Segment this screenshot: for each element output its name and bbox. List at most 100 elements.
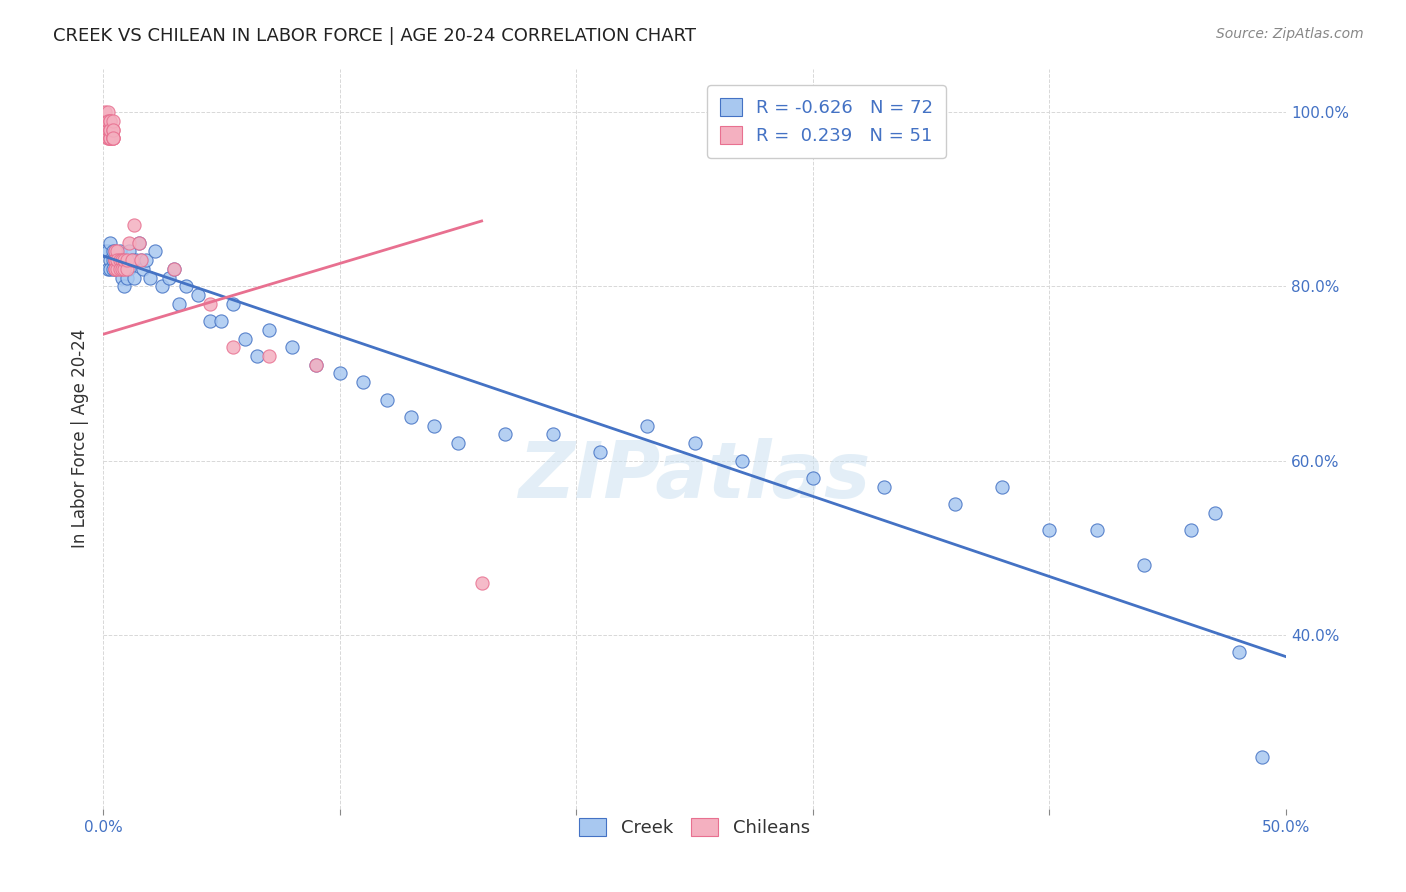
Point <box>104 244 127 259</box>
Point <box>97 105 120 120</box>
Point <box>98 122 121 136</box>
Y-axis label: In Labor Force | Age 20-24: In Labor Force | Age 20-24 <box>72 329 89 549</box>
Point <box>112 261 135 276</box>
Point <box>108 253 131 268</box>
Point <box>174 279 197 293</box>
Point <box>246 349 269 363</box>
Point <box>118 261 141 276</box>
Point <box>101 244 124 259</box>
Point <box>98 122 121 136</box>
Text: CREEK VS CHILEAN IN LABOR FORCE | AGE 20-24 CORRELATION CHART: CREEK VS CHILEAN IN LABOR FORCE | AGE 20… <box>53 27 696 45</box>
Point <box>118 244 141 259</box>
Point <box>98 261 121 276</box>
Point <box>135 253 157 268</box>
Point <box>98 253 121 268</box>
Point <box>97 113 120 128</box>
Point <box>105 253 128 268</box>
Point <box>112 279 135 293</box>
Point <box>101 122 124 136</box>
Point <box>352 375 374 389</box>
Point <box>132 261 155 276</box>
Point <box>1227 645 1250 659</box>
Point <box>101 131 124 145</box>
Point <box>1038 524 1060 538</box>
Point <box>233 332 256 346</box>
Point <box>104 261 127 276</box>
Point <box>399 410 422 425</box>
Point <box>98 131 121 145</box>
Point <box>101 113 124 128</box>
Point <box>104 261 127 276</box>
Point <box>97 244 120 259</box>
Point <box>1085 524 1108 538</box>
Point <box>115 253 138 268</box>
Point <box>94 122 117 136</box>
Point <box>163 261 186 276</box>
Point <box>187 288 209 302</box>
Point <box>589 445 612 459</box>
Point <box>112 253 135 268</box>
Point <box>108 253 131 268</box>
Point <box>105 261 128 276</box>
Point <box>101 122 124 136</box>
Legend: Creek, Chileans: Creek, Chileans <box>572 811 817 845</box>
Point <box>222 340 245 354</box>
Point <box>94 105 117 120</box>
Point <box>305 358 328 372</box>
Point <box>731 453 754 467</box>
Point <box>105 253 128 268</box>
Point <box>97 131 120 145</box>
Point <box>541 427 564 442</box>
Point <box>163 261 186 276</box>
Point <box>143 244 166 259</box>
Point <box>108 261 131 276</box>
Point <box>636 418 658 433</box>
Point <box>257 349 280 363</box>
Point <box>98 113 121 128</box>
Point <box>111 270 134 285</box>
Point <box>111 253 134 268</box>
Point <box>683 436 706 450</box>
Point <box>128 235 150 250</box>
Text: ZIPatlas: ZIPatlas <box>519 438 870 514</box>
Point <box>104 261 127 276</box>
Point <box>801 471 824 485</box>
Point <box>198 297 221 311</box>
Point <box>222 297 245 311</box>
Point <box>98 235 121 250</box>
Point <box>98 131 121 145</box>
Point <box>94 244 117 259</box>
Point <box>122 270 145 285</box>
Point <box>105 253 128 268</box>
Point <box>122 219 145 233</box>
Point <box>105 244 128 259</box>
Point <box>104 253 127 268</box>
Point <box>128 235 150 250</box>
Point <box>447 436 470 450</box>
Point <box>129 253 152 268</box>
Point <box>943 497 966 511</box>
Point <box>105 261 128 276</box>
Point <box>150 279 173 293</box>
Point <box>111 253 134 268</box>
Point <box>111 261 134 276</box>
Point <box>98 122 121 136</box>
Point <box>139 270 162 285</box>
Point <box>101 131 124 145</box>
Point <box>1204 506 1226 520</box>
Point <box>1180 524 1202 538</box>
Text: Source: ZipAtlas.com: Source: ZipAtlas.com <box>1216 27 1364 41</box>
Point <box>873 480 896 494</box>
Point <box>257 323 280 337</box>
Point <box>991 480 1014 494</box>
Point <box>97 261 120 276</box>
Point <box>104 253 127 268</box>
Point <box>98 131 121 145</box>
Point <box>101 261 124 276</box>
Point <box>97 131 120 145</box>
Point <box>121 253 143 268</box>
Point <box>423 418 446 433</box>
Point <box>167 297 190 311</box>
Point <box>115 270 138 285</box>
Point <box>375 392 398 407</box>
